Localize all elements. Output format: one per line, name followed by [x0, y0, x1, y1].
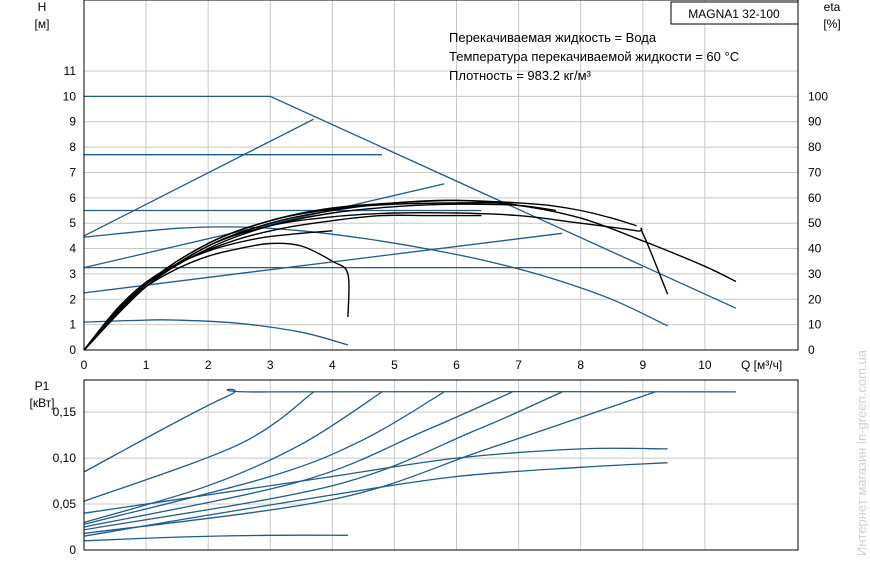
y2-tick-label: 0	[808, 343, 815, 357]
watermark: Интернет магазин in-green.com.ua	[854, 349, 869, 556]
power-curve-6	[83, 391, 656, 535]
y-tick-label: 7	[69, 165, 76, 179]
y2-tick-label: 20	[808, 292, 822, 306]
bottom-chart-series	[83, 388, 736, 542]
head-curve-6	[83, 232, 563, 294]
head-curve-5	[83, 183, 445, 269]
y2-tick-label: 80	[808, 140, 822, 154]
bottom-chart-grid	[83, 380, 798, 551]
y-tick-label: 9	[69, 115, 76, 129]
x-tick-label: 10	[698, 358, 712, 372]
y-tick-label: 5	[69, 216, 76, 230]
power-curve-4	[83, 391, 513, 528]
eta-curve-10	[83, 230, 333, 351]
annotation-density: Плотность = 983.2 кг/м³	[449, 68, 592, 83]
x-tick-label: 2	[205, 358, 212, 372]
y2-tick-label: 50	[808, 216, 822, 230]
power-curve-8	[83, 447, 668, 514]
head-curve-8	[83, 319, 349, 346]
y-tick-label: 8	[69, 140, 76, 154]
power-curve-9	[83, 534, 348, 542]
y2-tick-label: 90	[808, 115, 822, 129]
annotation-temperature: Температура перекачиваемой жидкости = 60…	[449, 49, 739, 64]
x-tick-label: 9	[639, 358, 646, 372]
p1-tick-label: 0	[69, 543, 76, 557]
eta-curve-16	[83, 199, 737, 351]
x-tick-label: 6	[453, 358, 460, 372]
y2-tick-label: 10	[808, 318, 822, 332]
p1-axis-label: P1	[35, 379, 50, 393]
y-tick-label: 0	[69, 343, 76, 357]
y2-tick-label: 70	[808, 165, 822, 179]
y-tick-label: 1	[69, 318, 76, 332]
y-axis-label: H	[38, 0, 47, 14]
y2-tick-label: 30	[808, 267, 822, 281]
y2-tick-label: 100	[808, 89, 828, 103]
y-tick-label: 10	[63, 89, 77, 103]
x-tick-label: 8	[577, 358, 584, 372]
head-curve-4	[83, 118, 314, 237]
chart-title: MAGNA1 32-100	[688, 7, 780, 21]
annotation-liquid: Перекачиваемая жидкость = Вода	[449, 30, 657, 45]
y-tick-label: 3	[69, 267, 76, 281]
x-tick-label: 7	[515, 358, 522, 372]
top-plot-frame	[83, 0, 799, 351]
x-tick-label: 4	[329, 358, 336, 372]
x-tick-label: 1	[143, 358, 150, 372]
power-curve-0	[83, 388, 736, 473]
y2-tick-label: 60	[808, 191, 822, 205]
power-curve-2	[83, 391, 383, 524]
p1-axis-unit: [кВт]	[29, 396, 54, 410]
p1-tick-label: 0,15	[53, 405, 77, 419]
y2-axis-label: eta	[824, 0, 841, 14]
x-axis-label: Q [м³/ч]	[741, 358, 782, 372]
power-curve-3	[83, 391, 445, 525]
head-curve-7	[83, 226, 668, 327]
p1-tick-label: 0,10	[53, 451, 77, 465]
power-curve-1	[83, 391, 315, 502]
power-curve-7	[83, 462, 668, 537]
eta-curve-15	[83, 211, 669, 351]
tick-labels: 0 1 2 3 4 5 6 7 8 9 100123456789101101020304050607…	[53, 64, 829, 557]
y2-tick-label: 40	[808, 242, 822, 256]
top-chart-series	[83, 95, 737, 351]
head-curve-0	[84, 95, 737, 309]
x-tick-label: 3	[267, 358, 274, 372]
x-tick-label: 5	[391, 358, 398, 372]
bottom-plot-frame	[83, 379, 799, 551]
x-tick-label: 0	[81, 358, 88, 372]
y-tick-label: 2	[69, 292, 76, 306]
y-axis-unit: [м]	[35, 17, 50, 31]
p1-tick-label: 0,05	[53, 497, 77, 511]
y-tick-label: 11	[64, 64, 77, 78]
y-tick-label: 4	[69, 242, 76, 256]
y2-axis-unit: [%]	[823, 17, 840, 31]
title-box	[670, 1, 799, 25]
y-tick-label: 6	[69, 191, 76, 205]
power-curve-5	[83, 391, 563, 531]
